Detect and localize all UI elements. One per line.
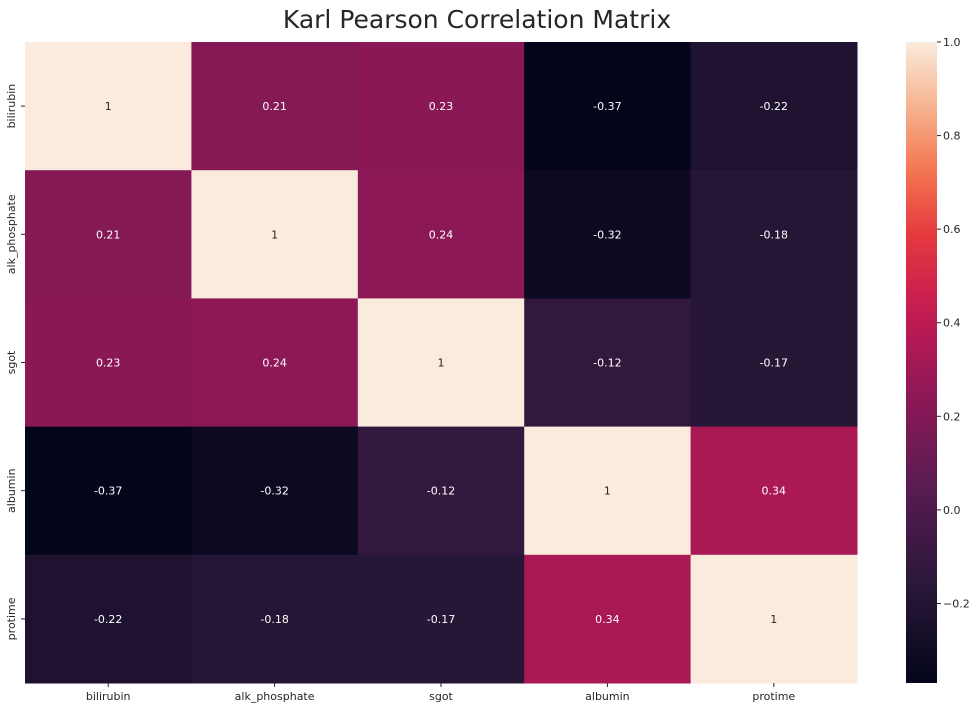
colorbar-tick-label: −0.2	[943, 597, 970, 610]
cell-value-label: -0.17	[427, 613, 455, 626]
heatmap-cell	[690, 426, 858, 556]
heatmap-cell	[25, 42, 192, 171]
heatmap-cell	[690, 170, 858, 299]
heatmap-cell	[357, 554, 525, 684]
heatmap-cell	[25, 170, 192, 299]
cell-value-label: 0.21	[262, 100, 287, 113]
cell-value-label: -0.32	[260, 485, 288, 498]
cell-value-label: -0.17	[760, 357, 788, 370]
colorbar-tick-label: 0.4	[943, 317, 961, 330]
heatmap-cell	[357, 426, 525, 556]
heatmap-cell	[25, 554, 192, 684]
cell-value-label: -0.37	[94, 485, 122, 498]
colorbar: 1.0 0.8 0.6 0.4 0.2 0.0 −0.2	[906, 36, 970, 683]
heatmap-cell	[524, 298, 692, 428]
cell-value-label: 1	[604, 485, 611, 498]
colorbar-tick-label: 0.2	[943, 410, 961, 423]
x-tick-label: sgot	[429, 690, 453, 703]
cell-value-label: -0.18	[760, 228, 788, 241]
cell-value-label: 0.34	[762, 485, 787, 498]
cell-value-label: -0.12	[593, 357, 621, 370]
heatmap-cell	[690, 298, 858, 428]
cell-annotations: 1 0.21 0.23 -0.37 -0.22 0.21 1 0.24 -0.32 -0.18 0.…	[94, 100, 788, 626]
heatmap-cell	[25, 298, 192, 428]
colorbar-gradient	[906, 42, 937, 683]
heatmap-cell	[191, 42, 359, 171]
heatmap-cell	[690, 42, 858, 171]
heatmap-cell	[690, 554, 858, 684]
colorbar-tick-label: 0.0	[943, 504, 961, 517]
x-axis: bilirubin alk_phosphate sgot albumin protime	[86, 683, 795, 703]
cell-value-label: 1	[105, 100, 112, 113]
colorbar-tick-label: 1.0	[943, 36, 961, 49]
cell-value-label: 0.23	[96, 357, 121, 370]
cell-value-label: 0.24	[262, 357, 287, 370]
cell-value-label: 1	[770, 613, 777, 626]
x-tick-label: protime	[752, 690, 795, 703]
heatmap-cell	[524, 426, 692, 556]
cell-value-label: 0.24	[429, 228, 454, 241]
cell-value-label: 0.23	[429, 100, 454, 113]
heatmap-cell	[25, 426, 192, 556]
y-tick-label: sgot	[5, 350, 18, 374]
x-tick-label: albumin	[585, 690, 630, 703]
colorbar-tick-label: 0.6	[943, 223, 961, 236]
cell-value-label: -0.37	[593, 100, 621, 113]
chart-title: Karl Pearson Correlation Matrix	[283, 5, 671, 34]
heatmap-cell	[357, 42, 525, 171]
y-tick-label: protime	[5, 597, 18, 640]
heatmap-cell	[524, 170, 692, 299]
x-tick-label: alk_phosphate	[235, 690, 315, 703]
colorbar-tick-label: 0.8	[943, 130, 961, 143]
y-tick-label: alk_phosphate	[5, 194, 18, 274]
cell-value-label: -0.12	[427, 485, 455, 498]
cell-value-label: -0.22	[760, 100, 788, 113]
heatmap-cell	[357, 170, 525, 299]
heatmap-cell	[357, 298, 525, 428]
cell-value-label: 0.21	[96, 228, 121, 241]
y-tick-label: bilirubin	[5, 84, 18, 129]
cell-value-label: 1	[271, 228, 278, 241]
heatmap-cell	[524, 42, 692, 171]
heatmap-cell	[191, 298, 359, 428]
heatmap-cell	[191, 170, 359, 299]
heatmap-cells	[25, 42, 858, 684]
heatmap-cell	[191, 426, 359, 556]
cell-value-label: 1	[438, 357, 445, 370]
y-tick-label: albumin	[5, 468, 18, 513]
heatmap-cell	[191, 554, 359, 684]
cell-value-label: 0.34	[595, 613, 620, 626]
cell-value-label: -0.22	[94, 613, 122, 626]
cell-value-label: -0.32	[593, 228, 621, 241]
heatmap-cell	[524, 554, 692, 684]
cell-value-label: -0.18	[260, 613, 288, 626]
x-tick-label: bilirubin	[86, 690, 131, 703]
